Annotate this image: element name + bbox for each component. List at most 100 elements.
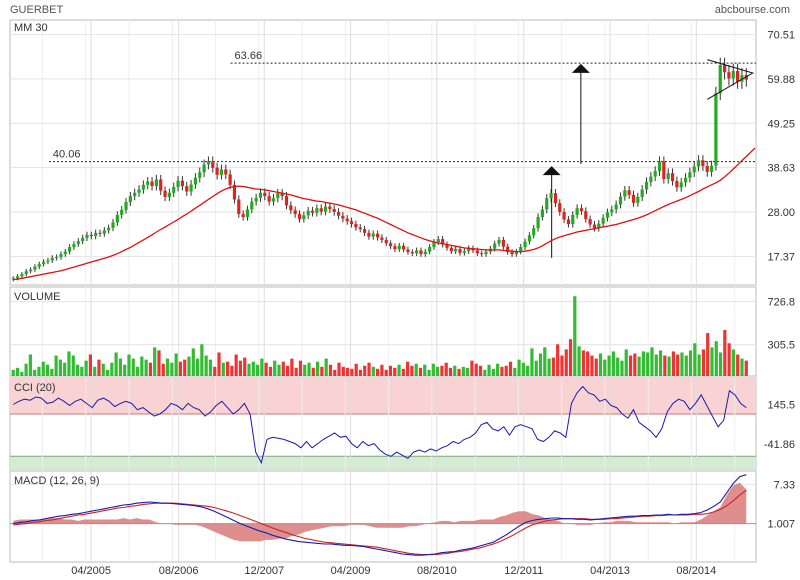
candle-body	[332, 209, 336, 212]
volume-bar	[637, 356, 641, 376]
volume-bar	[337, 362, 341, 376]
candle-body	[219, 169, 224, 175]
volume-bar	[543, 347, 547, 376]
volume-y-tick: 726.8	[767, 297, 795, 309]
volume-bar	[63, 362, 67, 376]
volume-bar	[67, 351, 71, 376]
volume-bar	[526, 365, 530, 376]
volume-bar	[573, 296, 577, 376]
candle-body	[623, 190, 627, 197]
candle-body	[50, 257, 54, 261]
volume-bar	[45, 364, 50, 376]
volume-bar	[268, 366, 273, 376]
candle-body	[406, 249, 410, 253]
candle-body	[180, 180, 185, 187]
volume-bar	[388, 365, 393, 376]
candle-body	[185, 186, 189, 192]
candle-body	[558, 203, 562, 212]
candle-body	[354, 224, 358, 228]
candle-body	[545, 198, 549, 210]
volume-bar	[453, 365, 457, 376]
volume-bar	[264, 362, 268, 376]
candle-body	[484, 251, 488, 255]
candle-body	[631, 194, 636, 203]
candle-body	[172, 186, 176, 193]
candle-body	[432, 242, 436, 248]
macd-line	[13, 474, 747, 556]
volume-bar	[50, 368, 54, 376]
candle-body	[610, 209, 614, 213]
candle-body	[441, 239, 445, 245]
volume-bar	[15, 367, 20, 376]
candle-body	[636, 196, 640, 203]
candle-body	[618, 196, 623, 205]
candle-body	[323, 206, 328, 212]
candle-body	[59, 254, 63, 258]
candle-body	[735, 70, 740, 82]
volume-bar	[24, 363, 28, 376]
volume-bar	[376, 368, 380, 376]
candle-body	[514, 251, 518, 255]
volume-bar	[191, 348, 195, 376]
volume-bar	[260, 358, 264, 376]
candle-body	[245, 209, 250, 217]
panel-frame-price	[9, 19, 757, 286]
volume-bar	[255, 364, 260, 376]
candle-body	[271, 198, 276, 202]
candle-body	[107, 227, 111, 231]
volume-bar	[628, 355, 633, 376]
volume-bar	[736, 354, 740, 376]
volume-bar	[718, 352, 723, 376]
candle-body	[89, 234, 93, 237]
candle-body	[458, 249, 462, 253]
volume-bar	[577, 346, 581, 376]
volume-bar	[513, 367, 517, 376]
candle-body	[375, 233, 380, 238]
volume-bar	[195, 358, 200, 376]
candle-body	[358, 227, 362, 230]
volume-bar	[174, 353, 178, 376]
volume-bar	[127, 354, 131, 376]
volume-bar	[466, 367, 470, 376]
candle-body	[722, 65, 727, 73]
price-panel-title: MM 30	[14, 22, 48, 34]
candle-body	[675, 181, 679, 188]
volume-bar	[671, 351, 675, 376]
candle-body	[497, 239, 501, 244]
candle-body	[33, 266, 37, 270]
candle-body	[389, 243, 393, 247]
candle-body	[163, 190, 167, 197]
cci-y-tick: -41.86	[764, 439, 795, 451]
volume-bar	[75, 364, 80, 376]
candle-body	[94, 232, 98, 237]
price-y-tick: 49.25	[767, 118, 795, 130]
volume-bar	[500, 366, 504, 376]
volume-bar	[680, 352, 684, 376]
volume-bar	[568, 339, 573, 376]
volume-bar	[457, 368, 461, 376]
candle-body	[579, 208, 584, 212]
candle-body	[146, 181, 150, 185]
candle-body	[11, 278, 15, 280]
volume-y-tick: 305.5	[767, 340, 795, 352]
volume-bar	[380, 364, 384, 376]
volume-bar	[187, 356, 191, 376]
x-tick-label: 04/2005	[71, 565, 111, 577]
volume-bar	[731, 349, 736, 376]
candle-body	[124, 201, 128, 210]
volume-bar	[324, 358, 328, 376]
panels: 04/2005 08/2006 12/2007 04/2009 08/2010 12/20…	[9, 19, 795, 577]
volume-bar	[444, 362, 448, 376]
candle-body	[133, 192, 137, 197]
volume-bar	[153, 347, 157, 376]
candle-body	[467, 248, 471, 252]
candle-body	[419, 250, 423, 255]
candle-body	[519, 247, 523, 252]
candle-body	[198, 172, 202, 178]
volume-bar	[461, 366, 465, 376]
candle-body	[297, 214, 302, 220]
volume-bar	[367, 362, 371, 376]
candle-body	[315, 208, 319, 213]
price-y-tick: 70.51	[767, 30, 795, 42]
candle-body	[475, 250, 479, 254]
